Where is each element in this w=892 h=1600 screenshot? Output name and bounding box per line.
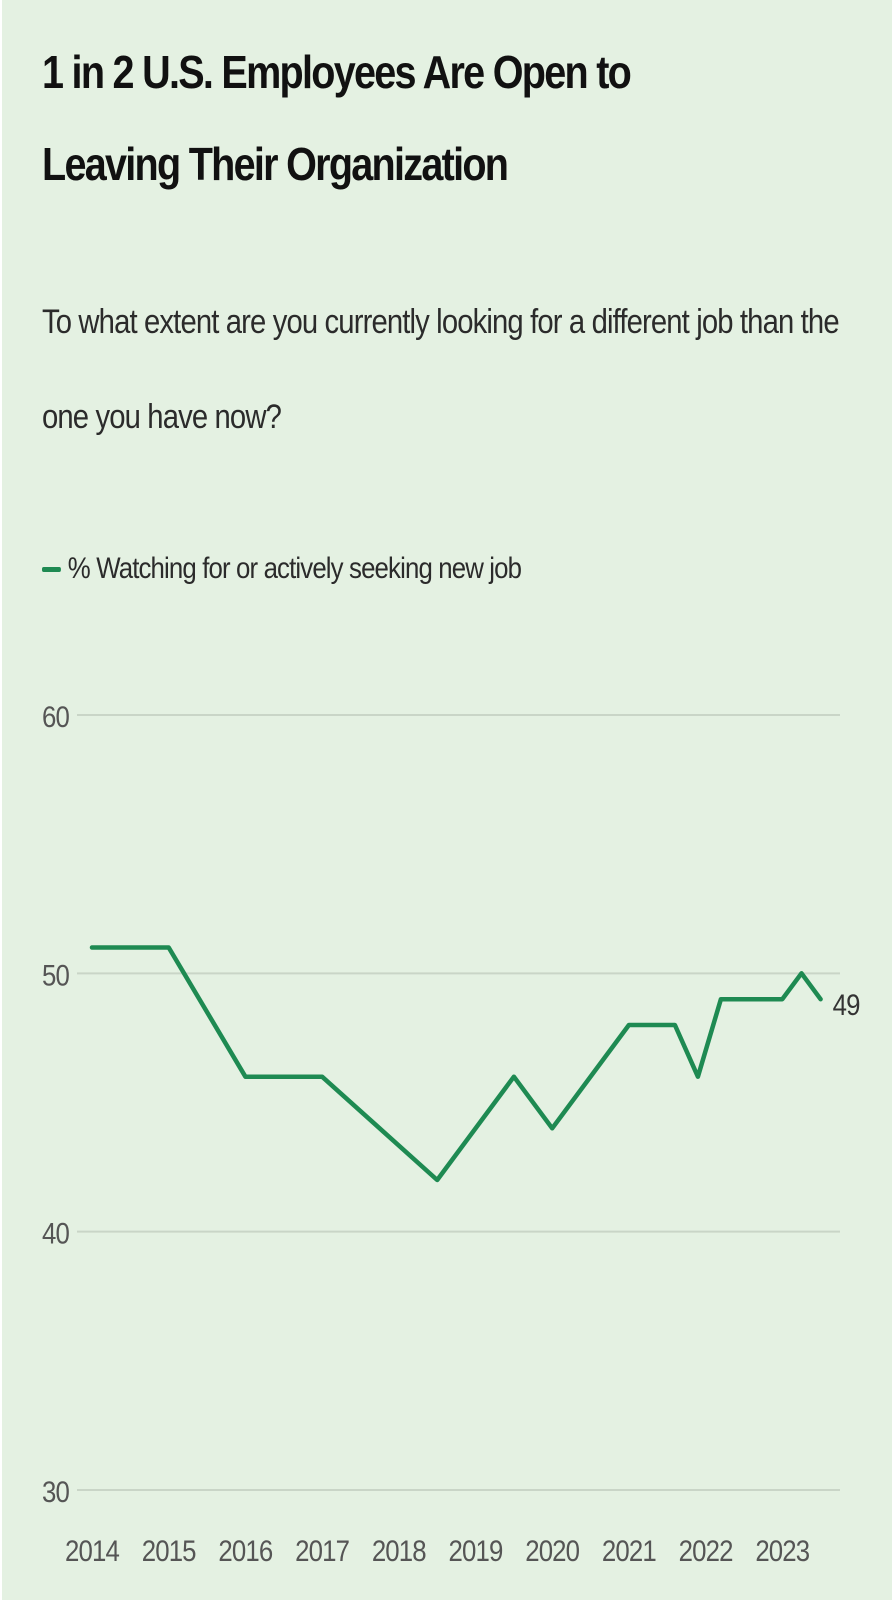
series-end-label: 49: [833, 988, 860, 1021]
x-tick-label: 2022: [679, 1534, 733, 1567]
x-tick-label: 2023: [755, 1534, 809, 1567]
x-tick-label: 2018: [372, 1534, 426, 1567]
data-point: [167, 946, 171, 950]
x-tick-label: 2016: [218, 1534, 272, 1567]
data-point: [435, 1178, 439, 1182]
y-tick-label: 60: [42, 700, 69, 733]
series-line: [89, 945, 823, 1183]
x-tick-label: 2015: [142, 1534, 196, 1567]
legend-label: % Watching for or actively seeking new j…: [67, 552, 522, 585]
data-point: [550, 1126, 554, 1130]
data-point: [243, 1075, 247, 1079]
x-tick-label: 2014: [65, 1534, 119, 1567]
x-tick-label: 2019: [449, 1534, 503, 1567]
x-tick-label: 2021: [602, 1534, 656, 1567]
data-point: [627, 1023, 631, 1027]
chart-legend: % Watching for or actively seeking new j…: [42, 552, 522, 586]
data-point: [673, 1023, 677, 1027]
y-tick-label: 50: [42, 959, 69, 992]
chart-subtitle: To what extent are you currently looking…: [42, 303, 840, 436]
x-tick-label: 2020: [525, 1534, 579, 1567]
legend-swatch: [42, 566, 61, 572]
x-tick-label: 2017: [295, 1534, 349, 1567]
y-tick-label: 30: [42, 1475, 69, 1508]
data-point: [90, 946, 94, 950]
data-point: [799, 971, 803, 975]
data-point: [320, 1075, 324, 1079]
data-point: [819, 997, 823, 1001]
data-point: [719, 997, 723, 1001]
chart-title: 1 in 2 U.S. Employees Are Open to Leavin…: [42, 46, 632, 190]
y-tick-label: 40: [42, 1217, 69, 1250]
data-point: [696, 1075, 700, 1079]
data-point: [780, 997, 784, 1001]
data-point: [512, 1075, 516, 1079]
